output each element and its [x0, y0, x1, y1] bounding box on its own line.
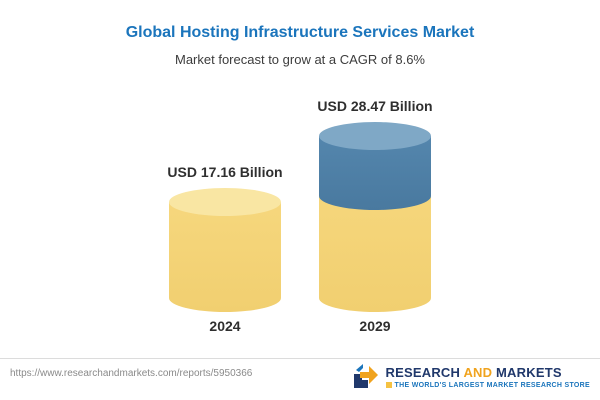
logo-text-block: RESEARCH AND MARKETS THE WORLD'S LARGEST…	[386, 365, 590, 389]
x-axis-label-2024: 2024	[209, 318, 241, 334]
bar-2029	[319, 122, 431, 312]
bar-2024-body	[169, 202, 281, 312]
bar-value-label-2024: USD 17.16 Billion	[167, 164, 283, 180]
x-axis-label-2029: 2029	[359, 318, 391, 334]
bar-value-label-2029: USD 28.47 Billion	[317, 98, 433, 114]
logo-word-markets: MARKETS	[496, 365, 562, 380]
logo-mark-icon	[353, 364, 378, 388]
logo-word-and: AND	[463, 365, 493, 380]
chart-subtitle: Market forecast to grow at a CAGR of 8.6…	[175, 52, 425, 67]
bar-2024-top-cap	[169, 188, 281, 216]
chart-title: Global Hosting Infrastructure Services M…	[125, 24, 475, 41]
logo-word-research: RESEARCH	[385, 365, 461, 380]
bar-2024	[169, 188, 281, 312]
research-and-markets-logo: RESEARCH AND MARKETS THE WORLD'S LARGEST…	[350, 362, 590, 392]
bar-2029-top-cap	[319, 122, 431, 150]
footer-divider	[0, 358, 600, 359]
logo-tagline: THE WORLD'S LARGEST MARKET RESEARCH STOR…	[386, 382, 590, 389]
logo-name: RESEARCH AND MARKETS	[386, 365, 562, 380]
report-url: https://www.researchandmarkets.com/repor…	[10, 368, 253, 379]
